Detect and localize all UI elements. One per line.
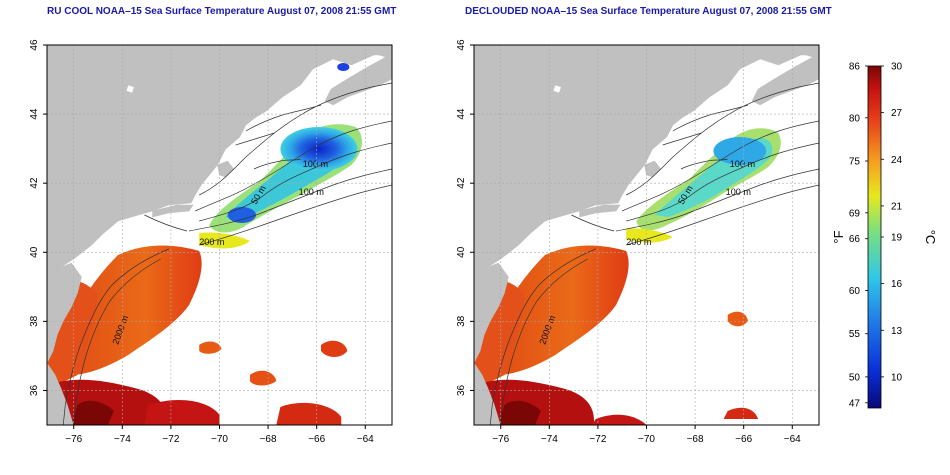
latitude-tick-label: 42 (456, 177, 467, 189)
longitude-tick-label: −72 (162, 434, 179, 445)
longitude-tick-label: −74 (114, 434, 131, 445)
right-map-title: DECLOUDED NOAA–15 Sea Surface Temperatur… (465, 6, 832, 17)
longitude-tick-label: −70 (211, 434, 228, 445)
contour-label: 100 m (730, 159, 755, 169)
color-scale-bar (867, 65, 882, 409)
fahrenheit-tick-label: 50 (849, 372, 861, 383)
latitude-tick-label: 38 (456, 315, 467, 327)
fahrenheit-tick-label: 47 (849, 398, 861, 409)
longitude-tick-label: −66 (308, 434, 325, 445)
fahrenheit-tick-label: 80 (849, 113, 861, 124)
longitude-tick-label: −76 (65, 434, 82, 445)
contour-label: 100 m (726, 187, 751, 197)
celsius-tick-label: 30 (891, 62, 903, 73)
latitude-tick-label: 42 (29, 177, 40, 189)
graticule (47, 45, 392, 425)
contour-label: 100 m (299, 187, 324, 197)
fahrenheit-tick-label: 66 (849, 234, 861, 245)
fahrenheit-tick-label: 69 (849, 208, 861, 219)
longitude-tick-label: −72 (589, 434, 606, 445)
longitude-tick-label: −64 (784, 434, 801, 445)
left-map-title: RU COOL NOAA–15 Sea Surface Temperature … (47, 6, 397, 17)
fahrenheit-axis-label: °F (831, 230, 846, 243)
celsius-tick-label: 19 (891, 233, 903, 244)
celsius-tick-label: 13 (891, 326, 903, 337)
latitude-tick-label: 44 (456, 108, 467, 120)
longitude-tick-label: −74 (541, 434, 558, 445)
celsius-axis-label: °C (923, 230, 938, 245)
longitude-tick-label: −76 (492, 434, 509, 445)
latitude-tick-label: 36 (29, 384, 40, 396)
fahrenheit-tick-label: 55 (849, 329, 861, 340)
fahrenheit-tick-label: 60 (849, 286, 861, 297)
cool-sst-region (626, 128, 781, 243)
latitude-tick-label: 40 (29, 246, 40, 258)
longitude-tick-label: −68 (260, 434, 277, 445)
latitude-tick-label: 44 (29, 108, 40, 120)
celsius-tick-label: 24 (891, 155, 903, 166)
latitude-tick-label: 40 (456, 246, 467, 258)
latitude-tick-label: 46 (456, 39, 467, 51)
fahrenheit-tick-label: 75 (849, 157, 861, 168)
celsius-tick-label: 27 (891, 108, 903, 119)
celsius-tick-label: 16 (891, 279, 903, 290)
latitude-tick-label: 46 (29, 39, 40, 51)
longitude-tick-label: −68 (687, 434, 704, 445)
color-scale: 30 27 24 21 19 16 13 10 86 80 75 69 66 60 55 50 47 °F °C (831, 62, 938, 410)
latitude-tick-label: 36 (456, 384, 467, 396)
contour-label: 200 m (626, 237, 651, 247)
contour-label: 100 m (303, 159, 328, 169)
longitude-tick-label: −64 (357, 434, 374, 445)
graticule (474, 45, 819, 425)
latitude-tick-label: 38 (29, 315, 40, 327)
contour-label: 200 m (199, 237, 224, 247)
celsius-tick-label: 21 (891, 201, 903, 212)
fahrenheit-tick-label: 86 (849, 62, 861, 73)
celsius-tick-label: 10 (891, 372, 903, 383)
longitude-tick-label: −66 (735, 434, 752, 445)
longitude-tick-label: −70 (638, 434, 655, 445)
